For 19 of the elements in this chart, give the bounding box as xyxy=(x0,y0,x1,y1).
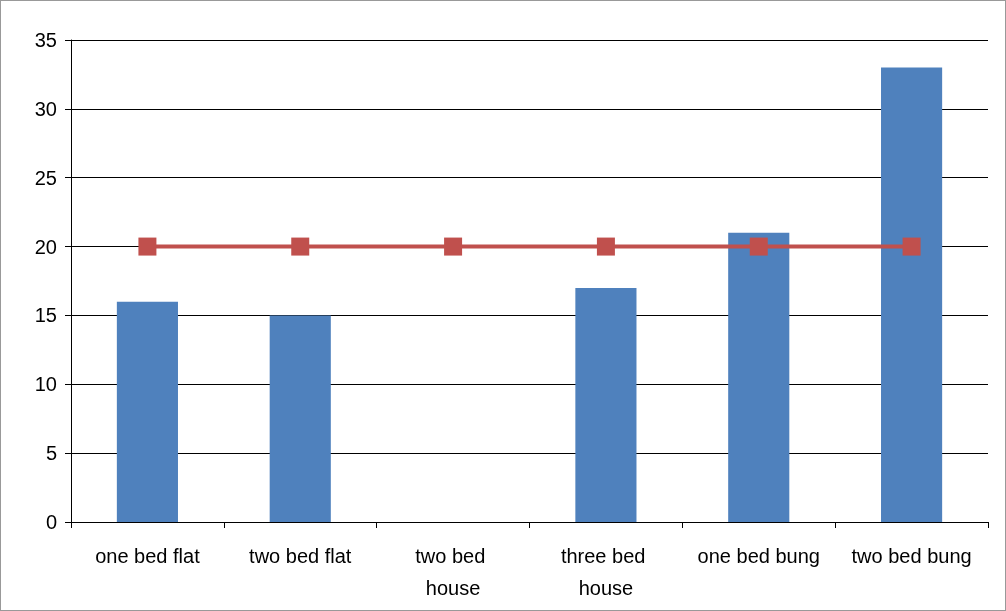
y-tick-label: 10 xyxy=(34,373,57,396)
y-tick-label: 35 xyxy=(34,29,57,51)
bar xyxy=(575,287,637,522)
bar xyxy=(116,301,178,522)
bar xyxy=(269,315,331,522)
y-tick-label: 25 xyxy=(34,166,57,189)
y-tick-label: 0 xyxy=(45,511,57,533)
y-tick-label: 30 xyxy=(34,97,57,120)
bar xyxy=(881,67,943,522)
x-tick-label: two bed house xyxy=(415,545,491,599)
x-tick-label: two bed bung xyxy=(851,545,972,567)
bar xyxy=(728,232,790,522)
y-tick-label: 5 xyxy=(45,442,57,465)
x-tick-label: three bed house xyxy=(560,545,651,599)
y-tick-label: 20 xyxy=(34,235,57,258)
x-tick-label: one bed flat xyxy=(95,545,201,567)
x-tick-label: two bed flat xyxy=(249,545,352,567)
x-tick-label: one bed bung xyxy=(697,545,820,567)
y-tick-label: 15 xyxy=(34,304,57,327)
